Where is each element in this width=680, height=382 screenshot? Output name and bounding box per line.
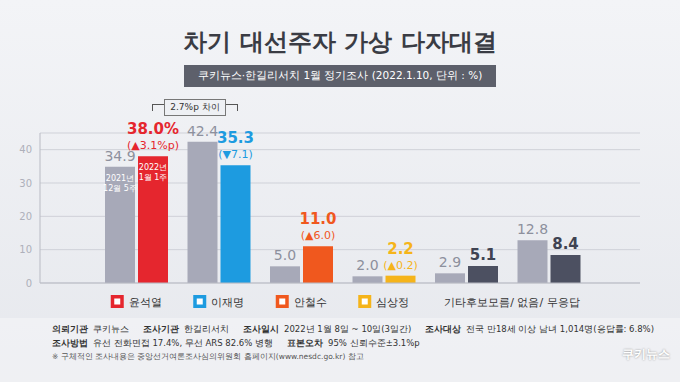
svg-text:(▲3.1%p): (▲3.1%p) — [127, 139, 179, 152]
svg-text:38.0%: 38.0% — [127, 120, 179, 138]
svg-text:이재명: 이재명 — [211, 296, 244, 309]
svg-text:35.3: 35.3 — [217, 129, 254, 147]
svg-text:8.4: 8.4 — [552, 235, 579, 253]
html-text:유선 전화면접 17.4%, 무선 ARS 82.6% 병행: 유선 전화면접 17.4%, 무선 ARS 82.6% 병행 — [93, 338, 273, 348]
html-text:쿠키뉴스: 쿠키뉴스 — [93, 324, 129, 334]
html-text:조사일시: 조사일시 — [243, 324, 279, 334]
svg-text:42.4: 42.4 — [187, 123, 218, 139]
svg-text:2.9: 2.9 — [439, 254, 461, 270]
svg-text:10: 10 — [19, 244, 32, 255]
svg-text:5.1: 5.1 — [470, 246, 497, 264]
svg-text:11.0: 11.0 — [299, 210, 336, 228]
svg-text:심상정: 심상정 — [376, 296, 409, 309]
html-text:95% 신뢰수준±3.1%p: 95% 신뢰수준±3.1%p — [328, 338, 420, 348]
svg-text:12.8: 12.8 — [517, 221, 548, 237]
svg-text:2.0: 2.0 — [356, 257, 378, 273]
svg-text:(▲6.0): (▲6.0) — [301, 229, 336, 242]
svg-text:20: 20 — [19, 211, 32, 222]
svg-text:모름/ 없음/ 무응답: 모름/ 없음/ 무응답 — [488, 296, 579, 309]
svg-text:2021년12월 5주: 2021년12월 5주 — [103, 174, 137, 193]
svg-text:30: 30 — [19, 178, 32, 189]
html-text:표본오차: 표본오차 — [287, 338, 323, 348]
html-text:전국 만18세 이상 남녀 1,014명(응답률: 6.8%: 전국 만18세 이상 남녀 1,014명(응답률: 6.8%) — [466, 324, 654, 334]
svg-text:2.2: 2.2 — [387, 240, 414, 258]
svg-text:0: 0 — [26, 278, 32, 289]
html-text:의뢰기관: 의뢰기관 — [52, 324, 88, 334]
svg-text:40: 40 — [19, 144, 32, 155]
html-text:쿠키뉴스·한길리서치 1월 정기조사 (2022.1.10,: 쿠키뉴스·한길리서치 1월 정기조사 (2022.1.10, 단위 : %) — [197, 69, 483, 81]
html-text:2.7%p 차이: 2.7%p 차이 — [170, 102, 220, 112]
html-text:한길리서치: 한길리서치 — [184, 324, 229, 334]
html-text:※ 구체적인 조사내용은 중앙선거여론조사심의위원회 홈페이: ※ 구체적인 조사내용은 중앙선거여론조사심의위원회 홈페이지(www.nesd… — [52, 352, 364, 361]
html-text:차기 대선주자 가상 다자대결: 차기 대선주자 가상 다자대결 — [183, 28, 497, 56]
html-text:2022년 1월 8일 ~ 10일(3일간): 2022년 1월 8일 ~ 10일(3일간) — [284, 324, 412, 334]
svg-text:34.9: 34.9 — [104, 147, 136, 164]
svg-text:기타후보: 기타후보 — [444, 296, 488, 309]
svg-text:(▼7.1): (▼7.1) — [218, 148, 253, 161]
svg-text:(▲0.2): (▲0.2) — [383, 259, 418, 272]
svg-text:5.0: 5.0 — [274, 247, 296, 263]
svg-text:2022년1월 1주: 2022년1월 1주 — [139, 163, 168, 182]
svg-text:윤석열: 윤석열 — [129, 296, 162, 309]
svg-text:안철수: 안철수 — [294, 296, 327, 309]
html-text:조사방법: 조사방법 — [52, 338, 88, 348]
html-text:조사기관: 조사기관 — [143, 324, 179, 334]
html-text:쿠키뉴스: 쿠키뉴스 — [622, 347, 670, 361]
html-text:조사대상: 조사대상 — [425, 324, 462, 334]
